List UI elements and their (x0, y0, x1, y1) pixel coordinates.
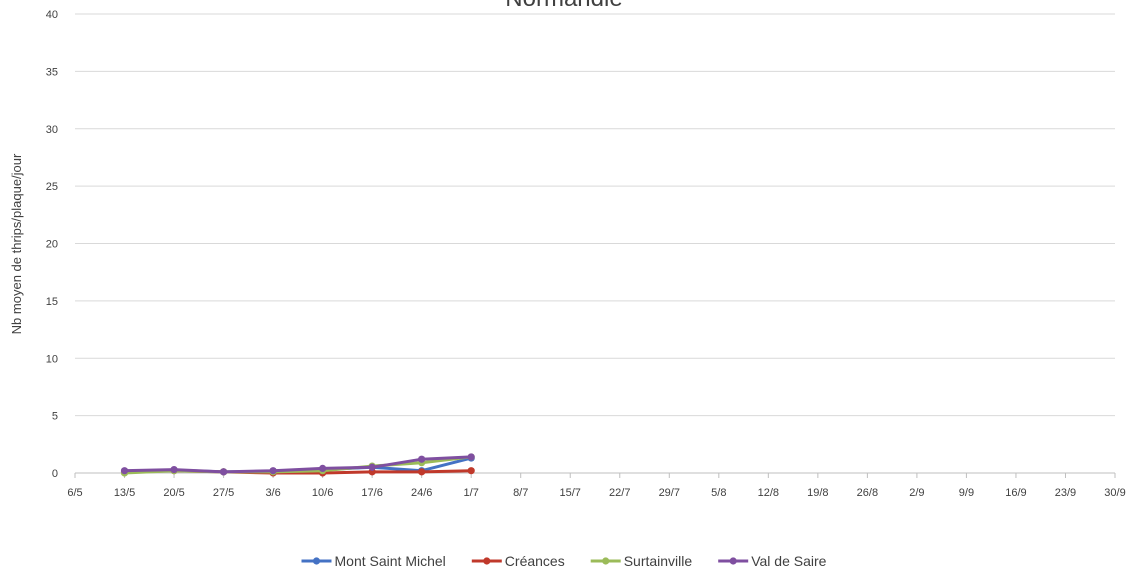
data-point (418, 468, 426, 476)
legend-label: Créances (505, 553, 565, 568)
x-tick-label: 27/5 (213, 487, 234, 499)
legend-label: Val de Saire (751, 553, 826, 568)
y-tick-label: 15 (46, 296, 58, 308)
x-tick-label: 13/5 (114, 487, 135, 499)
x-tick-label: 3/6 (265, 487, 280, 499)
y-tick-label: 5 (52, 411, 58, 423)
data-point (368, 463, 376, 471)
x-tick-label: 15/7 (560, 487, 581, 499)
gridlines (75, 13, 1115, 417)
x-tick-label: 30/9 (1104, 487, 1125, 499)
x-tick-label: 9/9 (959, 487, 974, 499)
x-tick-label: 29/7 (659, 487, 680, 499)
data-point (219, 468, 228, 476)
chart-title: Normandie (505, 0, 622, 12)
x-tick-label: 5/8 (711, 487, 726, 499)
x-tick-label: 17/6 (361, 487, 382, 499)
data-point (269, 467, 277, 475)
x-tick-label: 23/9 (1055, 487, 1076, 499)
y-tick-label: 20 (46, 239, 58, 251)
x-tick-label: 24/6 (411, 487, 432, 499)
y-axis-label: Nb moyen de thrips/plaque/jour (9, 153, 24, 334)
data-point (467, 467, 475, 475)
series-line (124, 455, 472, 474)
y-tick-label: 25 (46, 181, 58, 193)
data-point (467, 453, 475, 461)
x-tick-label: 2/9 (909, 487, 924, 499)
y-tick-label: 30 (46, 124, 58, 136)
legend-marker (312, 557, 321, 565)
x-tick-label: 12/8 (758, 487, 779, 499)
x-tick-label: 26/8 (857, 487, 878, 499)
legend-label: Mont Saint Michel (335, 553, 446, 568)
x-tick-label: 10/6 (312, 487, 333, 499)
y-tick-label: 40 (46, 9, 58, 21)
legend-marker (729, 557, 737, 565)
x-tick-label: 16/9 (1005, 487, 1026, 499)
series-3 (120, 453, 475, 476)
legend-item: Surtainville (590, 553, 693, 568)
x-tick-label: 1/7 (464, 487, 479, 499)
x-tick-label: 22/7 (609, 487, 630, 499)
x-tick-label: 20/5 (163, 487, 184, 499)
legend-marker (483, 557, 491, 565)
x-tick-label: 8/7 (513, 487, 528, 499)
data-point (120, 467, 129, 475)
y-tick-label: 0 (52, 468, 58, 480)
legend-item: Val de Saire (718, 553, 827, 568)
legend-label: Surtainville (624, 553, 693, 568)
data-point (319, 464, 327, 473)
legend: Mont Saint Michel Créances Surtainville Val… (301, 553, 827, 568)
legend-item: Mont Saint Michel (301, 553, 446, 568)
legend-item: Créances (471, 553, 565, 568)
series-lines (120, 453, 475, 477)
data-point (170, 465, 178, 474)
x-tick-label: 19/8 (807, 487, 828, 499)
y-tick-label: 10 (46, 353, 58, 365)
axes: 0 5 10 15 20 25 30 35 40 6/5 13/5 20/5 27/5 3/6 10/6 17… (46, 9, 1126, 499)
data-point (418, 455, 426, 463)
legend-marker (602, 557, 610, 565)
x-tick-label: 6/5 (67, 487, 82, 499)
y-tick-label: 35 (46, 66, 58, 78)
